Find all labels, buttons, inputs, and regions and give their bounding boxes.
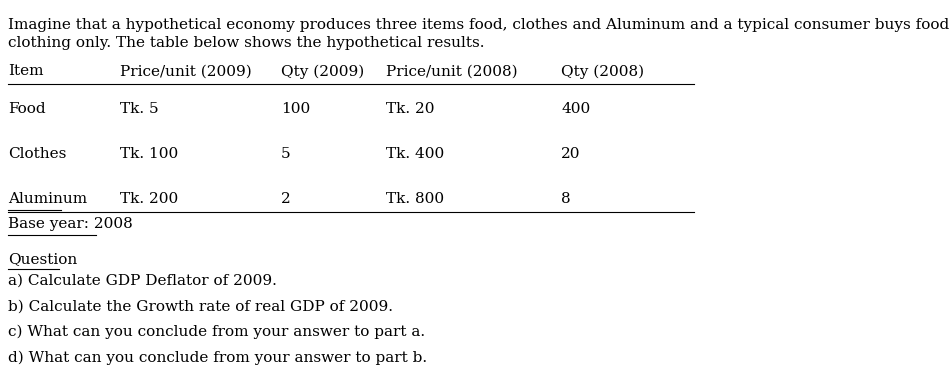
Text: Food: Food: [9, 102, 46, 116]
Text: Base year: 2008: Base year: 2008: [9, 217, 133, 231]
Text: Tk. 400: Tk. 400: [386, 147, 444, 161]
Text: 5: 5: [281, 147, 290, 161]
Text: Price/unit (2009): Price/unit (2009): [121, 65, 252, 78]
Text: Qty (2008): Qty (2008): [561, 65, 644, 79]
Text: 20: 20: [561, 147, 581, 161]
Text: a) Calculate GDP Deflator of 2009.: a) Calculate GDP Deflator of 2009.: [9, 273, 277, 287]
Text: Aluminum: Aluminum: [9, 192, 87, 206]
Text: Tk. 200: Tk. 200: [121, 192, 178, 206]
Text: c) What can you conclude from your answer to part a.: c) What can you conclude from your answe…: [9, 325, 425, 339]
Text: 400: 400: [561, 102, 590, 116]
Text: 8: 8: [561, 192, 570, 206]
Text: clothing only. The table below shows the hypothetical results.: clothing only. The table below shows the…: [9, 35, 485, 49]
Text: Tk. 20: Tk. 20: [386, 102, 435, 116]
Text: Question: Question: [9, 252, 78, 266]
Text: 2: 2: [281, 192, 291, 206]
Text: d) What can you conclude from your answer to part b.: d) What can you conclude from your answe…: [9, 351, 427, 365]
Text: Tk. 800: Tk. 800: [386, 192, 444, 206]
Text: b) Calculate the Growth rate of real GDP of 2009.: b) Calculate the Growth rate of real GDP…: [9, 299, 394, 313]
Text: Imagine that a hypothetical economy produces three items food, clothes and Alumi: Imagine that a hypothetical economy prod…: [9, 18, 949, 32]
Text: Tk. 5: Tk. 5: [121, 102, 158, 116]
Text: Item: Item: [9, 65, 44, 78]
Text: Price/unit (2008): Price/unit (2008): [386, 65, 518, 78]
Text: Qty (2009): Qty (2009): [281, 65, 364, 79]
Text: Tk. 100: Tk. 100: [121, 147, 178, 161]
Text: 100: 100: [281, 102, 310, 116]
Text: Clothes: Clothes: [9, 147, 66, 161]
